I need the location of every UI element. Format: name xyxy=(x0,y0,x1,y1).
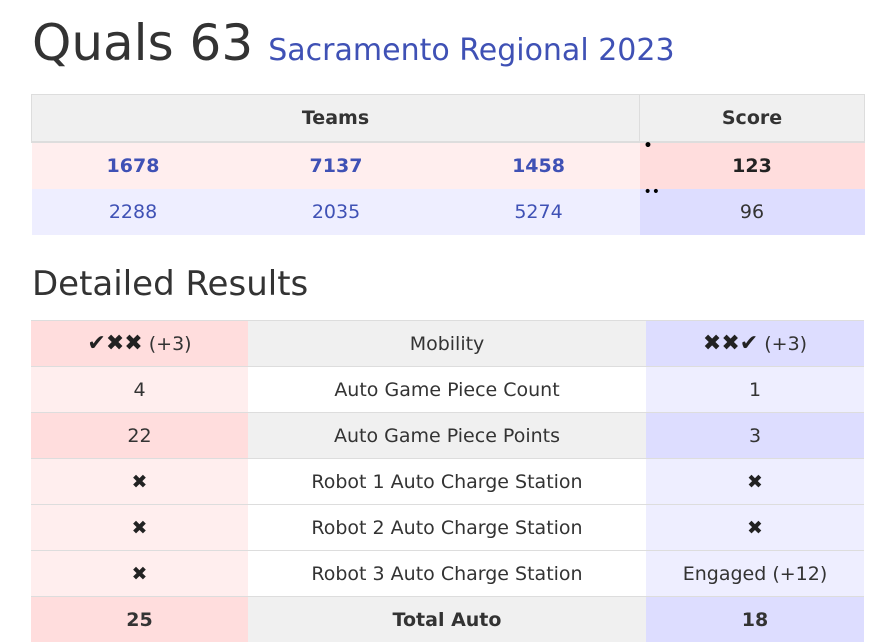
detail-label: Auto Game Piece Count xyxy=(248,367,646,413)
detail-row-robot-3-auto-charge: ✖ Robot 3 Auto Charge Station Engaged (+… xyxy=(31,551,864,597)
score-header: Score xyxy=(640,95,865,143)
teams-header: Teams xyxy=(32,95,640,143)
detail-row-mobility: ✔✖✖ (+3) Mobility ✖✖✔ (+3) xyxy=(31,321,864,367)
red-team-3-link[interactable]: 1458 xyxy=(512,155,565,177)
red-x-icon: ✖ xyxy=(31,505,248,551)
match-table-header: Teams Score xyxy=(32,95,865,143)
blue-team-1-link[interactable]: 2288 xyxy=(109,201,157,223)
match-table: Teams Score 1678 7137 1458 • 123 2288 20… xyxy=(31,94,865,235)
red-x-icon: ✖ xyxy=(31,551,248,597)
detail-label: Total Auto xyxy=(248,597,646,642)
blue-x-icon: ✖ xyxy=(646,459,864,505)
red-x-icon: ✖ xyxy=(31,459,248,505)
blue-score-cell: •• 96 xyxy=(640,189,865,235)
red-score-cell: • 123 xyxy=(640,142,865,189)
red-alliance-row: 1678 7137 1458 • 123 xyxy=(32,142,865,189)
red-mobility-icons: ✔✖✖ xyxy=(87,331,142,356)
red-total-auto: 25 xyxy=(31,597,248,642)
red-score: 123 xyxy=(732,155,772,177)
blue-team-3-link[interactable]: 5274 xyxy=(514,201,562,223)
detail-label: Robot 3 Auto Charge Station xyxy=(248,551,646,597)
detail-row-robot-1-auto-charge: ✖ Robot 1 Auto Charge Station ✖ xyxy=(31,459,864,505)
blue-team-2-link[interactable]: 2035 xyxy=(312,201,360,223)
red-mobility-bonus: (+3) xyxy=(149,333,192,355)
blue-alliance-row: 2288 2035 5274 •• 96 xyxy=(32,189,865,235)
detail-label: Robot 1 Auto Charge Station xyxy=(248,459,646,505)
detailed-results-table: ✔✖✖ (+3) Mobility ✖✖✔ (+3) 4 Auto Game P… xyxy=(31,320,864,642)
blue-mobility-icons: ✖✖✔ xyxy=(703,331,758,356)
blue-value: Engaged (+12) xyxy=(646,551,864,597)
detail-row-auto-game-piece-count: 4 Auto Game Piece Count 1 xyxy=(31,367,864,413)
blue-total-auto: 18 xyxy=(646,597,864,642)
red-ranking-point-dots: • xyxy=(644,139,653,153)
blue-score: 96 xyxy=(740,201,764,223)
detail-label: Robot 2 Auto Charge Station xyxy=(248,505,646,551)
detail-label: Mobility xyxy=(248,321,646,367)
blue-x-icon: ✖ xyxy=(646,505,864,551)
detail-label: Auto Game Piece Points xyxy=(248,413,646,459)
red-value: 4 xyxy=(31,367,248,413)
blue-mobility-bonus: (+3) xyxy=(764,333,807,355)
detailed-results-title: Detailed Results xyxy=(32,264,308,304)
blue-value: 1 xyxy=(646,367,864,413)
red-team-1-link[interactable]: 1678 xyxy=(107,155,160,177)
blue-ranking-point-dots: •• xyxy=(644,185,661,199)
page-title: Quals 63 Sacramento Regional 2023 xyxy=(32,14,675,72)
blue-mobility: ✖✖✔ (+3) xyxy=(646,321,864,367)
detail-row-robot-2-auto-charge: ✖ Robot 2 Auto Charge Station ✖ xyxy=(31,505,864,551)
red-mobility: ✔✖✖ (+3) xyxy=(31,321,248,367)
detail-row-auto-game-piece-points: 22 Auto Game Piece Points 3 xyxy=(31,413,864,459)
red-team-2-link[interactable]: 7137 xyxy=(310,155,363,177)
event-link[interactable]: Sacramento Regional 2023 xyxy=(268,33,674,68)
match-title: Quals 63 xyxy=(32,14,253,72)
detail-row-total-auto: 25 Total Auto 18 xyxy=(31,597,864,642)
red-value: 22 xyxy=(31,413,248,459)
blue-value: 3 xyxy=(646,413,864,459)
